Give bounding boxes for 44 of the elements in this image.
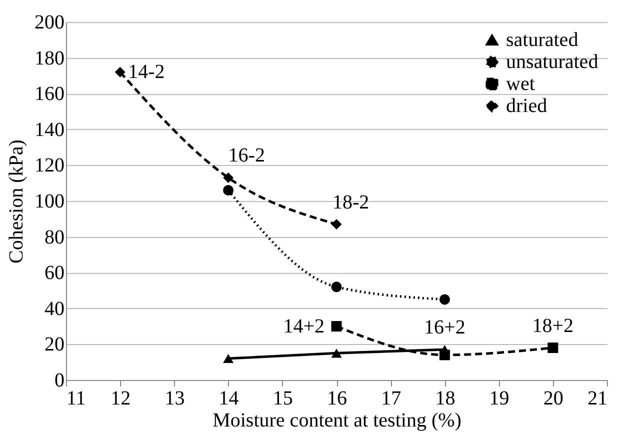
- point: [548, 342, 558, 354]
- y-tick-label: 40: [44, 298, 64, 320]
- x-tick-label: 13: [164, 388, 185, 410]
- annotation: 18+2: [532, 314, 574, 337]
- x-tick-label: 17: [381, 388, 402, 410]
- point: [331, 348, 342, 358]
- x-axis-title: Moisture content at testing (%): [212, 410, 462, 432]
- annotation: 16+2: [424, 316, 466, 339]
- legend-label: unsaturated: [506, 51, 598, 73]
- y-tick-label: 60: [44, 262, 64, 284]
- annotation: 16-2: [228, 144, 265, 167]
- y-tick-label: 100: [34, 190, 64, 212]
- y-tick-label: 160: [34, 83, 64, 106]
- y-tick-label: 0: [54, 370, 64, 392]
- x-tick-label: 21: [588, 388, 608, 410]
- annotation: 14-2: [128, 61, 165, 84]
- y-tick-label: 180: [34, 47, 64, 70]
- legend-label: dried: [506, 95, 548, 117]
- x-tick-label: 20: [543, 388, 564, 410]
- point: [331, 219, 342, 230]
- point: [331, 321, 342, 332]
- x-tick-label: 18: [435, 388, 456, 410]
- y-tick-label: 200: [34, 12, 64, 34]
- x-tick-label: 15: [272, 388, 293, 410]
- y-tick-label: 120: [34, 154, 64, 177]
- x-tick-label: 19: [489, 388, 510, 410]
- legend-label: wet: [506, 73, 536, 95]
- x-tick-label: 12: [110, 388, 131, 410]
- point: [114, 66, 126, 78]
- x-tick-label: 14: [218, 388, 239, 410]
- annotation: 18-2: [332, 191, 370, 214]
- point: [331, 282, 342, 292]
- x-tick-label: 11: [66, 388, 86, 410]
- annotation: 14+2: [283, 315, 324, 338]
- y-tick-label: 80: [44, 226, 64, 248]
- legend-label: saturated: [506, 29, 578, 51]
- point: [439, 294, 450, 305]
- y-tick-label: 20: [44, 334, 64, 356]
- point: [223, 172, 234, 183]
- y-tick-label: 140: [34, 118, 64, 141]
- y-axis-title: Cohesion (kPa): [6, 140, 28, 264]
- point: [223, 185, 234, 196]
- x-tick-label: 16: [327, 388, 347, 410]
- point: [223, 354, 234, 364]
